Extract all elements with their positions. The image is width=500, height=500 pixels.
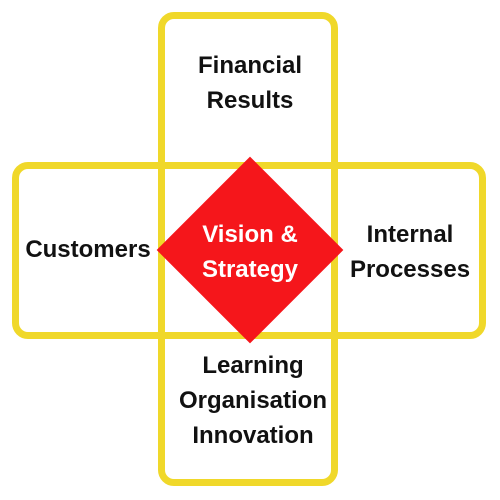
financial-results-line-2: Results [206,87,294,114]
financial-results-label: Financial Results [160,48,340,118]
learning-line: Learning [202,352,304,379]
financial-results-line-1: Financial [197,52,303,79]
organisation-line: Organisation [178,387,328,414]
customers-label: Customers [18,232,158,267]
internal-processes-label: Internal Processes [340,217,480,287]
innovation-line: Innovation [192,422,314,449]
vision-line: Vision & [202,221,298,248]
learning-organisation-innovation-label: Learning Organisation Innovation [153,348,353,453]
strategy-line: Strategy [201,256,299,283]
internal-processes-line-2: Processes [349,256,471,283]
vision-strategy-label: Vision & Strategy [175,217,325,287]
internal-processes-line-1: Internal [366,221,454,248]
customers-line-1: Customers [25,236,151,263]
